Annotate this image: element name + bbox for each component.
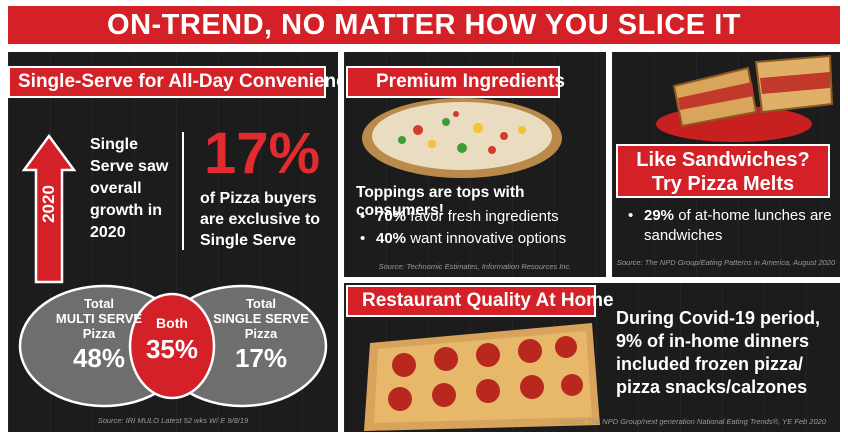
venn-multi-text: Total MULTI SERVE Pizza 48%: [44, 296, 154, 375]
restaurant-panel: Restaurant Quality At Home During Covid-…: [344, 283, 840, 432]
single-serve-panel: Single-Serve for All-Day Convenience 202…: [8, 52, 357, 432]
up-arrow-icon: [21, 133, 77, 284]
single-serve-value: 17%: [234, 343, 288, 373]
premium-panel: Premium Ingredients Toppings are tops wi…: [344, 52, 606, 277]
venn-single-text: Total SINGLE SERVE Pizza 17%: [206, 296, 316, 375]
venn-diagram: Total MULTI SERVE Pizza 48% Both 35% Tot…: [14, 284, 330, 412]
source-note: Source: Technomic Estimates, Information…: [378, 262, 572, 271]
venn-circles: [18, 284, 328, 408]
pizza-melt-image: [652, 52, 836, 144]
list-item: 70% favor fresh ingredients: [358, 206, 602, 228]
restaurant-label: Restaurant Quality At Home: [346, 285, 614, 317]
toppings-list: 70% favor fresh ingredients 40% want inn…: [358, 206, 602, 250]
list-item: 40% want innovative options: [358, 228, 602, 250]
big-percent: 17%: [204, 121, 321, 186]
both-circle: [128, 292, 216, 400]
percent-description: of Pizza buyers are exclusive to Single …: [200, 190, 321, 249]
sandwich-list: 29% of at-home lunches are sandwiches: [626, 206, 832, 246]
divider: [182, 132, 184, 250]
growth-arrow: 2020: [21, 133, 77, 284]
growth-text: Single Serve saw overall growth in 2020: [90, 136, 169, 241]
premium-label: Premium Ingredients: [346, 66, 565, 98]
source-note: Source: The NPD Group/next generation Na…: [559, 417, 826, 426]
covid-text: During Covid-19 period, 9% of in-home di…: [616, 308, 821, 397]
source-note: Source: The NPD Group/Eating Patterns in…: [616, 258, 836, 267]
pizza-melts-label: Like Sandwiches? Try Pizza Melts: [616, 144, 830, 198]
venn-both-text: Both 35%: [132, 314, 212, 366]
both-value: 35%: [145, 334, 199, 364]
list-item: 29% of at-home lunches are sandwiches: [626, 206, 832, 246]
source-note: Source: IRI MULO Latest 52 wks W/ E 9/8/…: [97, 416, 249, 425]
pizza-image: [358, 92, 566, 212]
single-serve-label: Single-Serve for All-Day Convenience: [8, 66, 357, 98]
arrow-year: 2020: [39, 185, 58, 223]
multi-serve-value: 48%: [72, 343, 126, 373]
page-title: ON-TREND, NO MATTER HOW YOU SLICE IT: [8, 6, 840, 44]
rectangular-pizza-image: [360, 313, 606, 431]
sandwich-panel: Like Sandwiches? Try Pizza Melts 29% of …: [612, 52, 840, 277]
